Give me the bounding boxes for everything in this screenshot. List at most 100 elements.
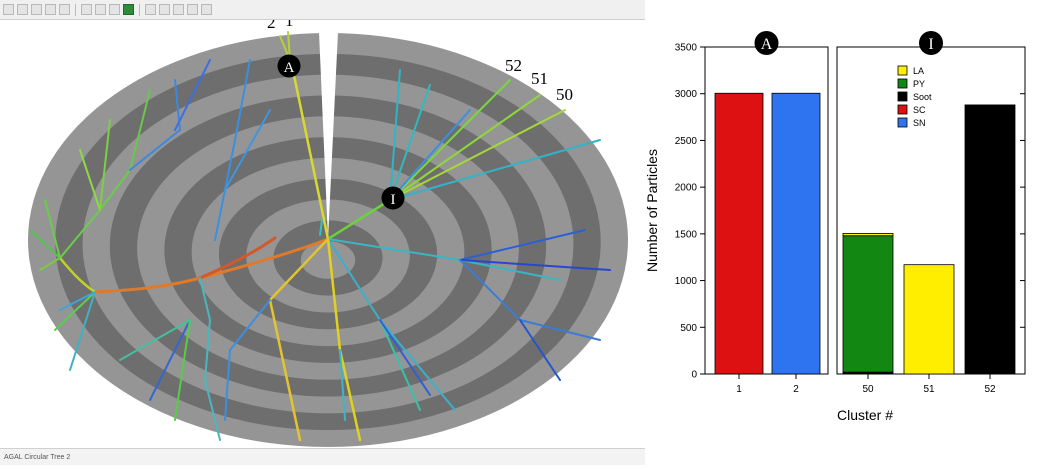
tree-branch [149,319,191,401]
tree-branch [44,199,61,259]
tree-branch [459,229,586,261]
tree-branch [198,236,277,280]
new-icon[interactable] [3,4,14,15]
save-icon[interactable] [31,4,42,15]
tree-branch [339,349,346,421]
tree-labels: 2 1 52 51 50 [267,20,573,104]
x-axis-label: Cluster # [837,407,893,423]
tree-branches [29,31,611,442]
leaf-label-51: 51 [531,69,548,88]
arrow-right-icon[interactable] [159,4,170,15]
pin-icon[interactable] [59,4,70,15]
tree-branch [389,139,601,201]
tree-branch [54,291,96,331]
leaf-label-1: 1 [285,20,294,30]
panel-badge-label: A [761,36,773,53]
x-tick-label: 50 [862,384,874,395]
zoom-out-icon[interactable] [109,4,120,15]
panel-badge-label: I [928,36,933,53]
y-tick-label: 0 [691,370,697,381]
open-icon[interactable] [17,4,28,15]
legend-label: LA [913,66,924,76]
tree-branch [29,229,61,259]
tree-branch [379,319,431,396]
legend-swatch [897,78,908,89]
tree-branch [174,59,211,131]
y-tick-label: 3500 [675,43,698,54]
status-bar: AGAL Circular Tree 2 [0,448,645,465]
y-tick-label: 2000 [675,183,698,194]
tree-icon[interactable] [81,4,92,15]
y-tick-label: 1500 [675,229,698,240]
legend-label: PY [913,79,925,89]
bar-50-la [842,232,894,237]
cluster-composition-chart: A I 0 500 1000 1500 2000 2500 3000 3500 1 2 50 51 52 LA… [644,0,1037,465]
tree-branch [69,291,96,371]
leaf-label-2: 2 [267,20,276,32]
leaf-label-52: 52 [505,56,522,75]
legend-swatch [897,117,908,128]
bar-2-sn [771,92,821,375]
marker-i[interactable]: I [381,186,405,210]
legend-label: SN [913,118,926,128]
legend-swatch [897,65,908,76]
y-tick-label: 3000 [675,89,698,100]
tree-branch [59,291,96,311]
tree-branch [174,319,191,421]
tree-gap-wedge [319,32,338,239]
x-tick-label: 52 [984,384,996,395]
toolbar [0,0,645,20]
bar-1-sc [714,92,764,375]
leaf-label-50: 50 [556,85,573,104]
tree-branch [389,84,431,201]
arrow-down-icon[interactable] [187,4,198,15]
tree-branch [129,89,151,171]
legend-swatch [897,104,908,115]
y-axis-label: Number of Particles [645,149,660,272]
bar-52-soot [964,104,1016,375]
bar-chart: A I 0 500 1000 1500 2000 2500 3000 3500 1 2 50 51 52 LA… [644,31,1026,423]
tree-viewer-window: 2 1 52 51 50 A I AGAL Circular Tree 2 [0,0,646,465]
arrow-up-icon[interactable] [173,4,184,15]
bar-50-py [842,235,894,373]
legend-swatch [897,91,908,102]
tree-branch [268,237,330,442]
grid-icon[interactable] [123,4,134,15]
tree-branch [319,219,323,236]
select-icon[interactable] [201,4,212,15]
marker-a[interactable]: A [277,54,301,78]
y-tick-label: 2500 [675,136,698,147]
circular-tree-view[interactable]: 2 1 52 51 50 A I [0,20,645,448]
tree-branch [389,79,511,201]
tree-branch [379,319,421,411]
x-tick-label: 2 [793,384,799,395]
tree-branch [519,319,561,381]
bar-51-la [903,264,955,375]
arrow-left-icon[interactable] [145,4,156,15]
panel-badge [919,31,943,55]
ring [300,241,356,279]
marker-i-label: I [391,192,396,208]
tree-branch [389,109,566,201]
tree-branch [199,277,221,441]
y-tick-label: 500 [680,323,697,334]
tree-branch [389,69,401,201]
tree-branch [39,257,61,271]
tree-branch [224,299,271,421]
y-tick-label: 1000 [675,276,698,287]
tree-branch [214,59,251,241]
x-tick-label: 51 [923,384,935,395]
legend-label: Soot [913,92,932,102]
print-icon[interactable] [45,4,56,15]
zoom-in-icon[interactable] [95,4,106,15]
legend-label: SC [913,105,926,115]
x-tick-label: 1 [736,384,742,395]
tree-branch [459,259,611,271]
tree-branch [79,149,101,211]
tree-branch [129,79,181,171]
tree-branch [119,319,191,361]
tree-branch [58,256,97,294]
tree-branch [224,109,271,191]
tree-branch [389,94,541,201]
panel-badge [754,31,779,55]
